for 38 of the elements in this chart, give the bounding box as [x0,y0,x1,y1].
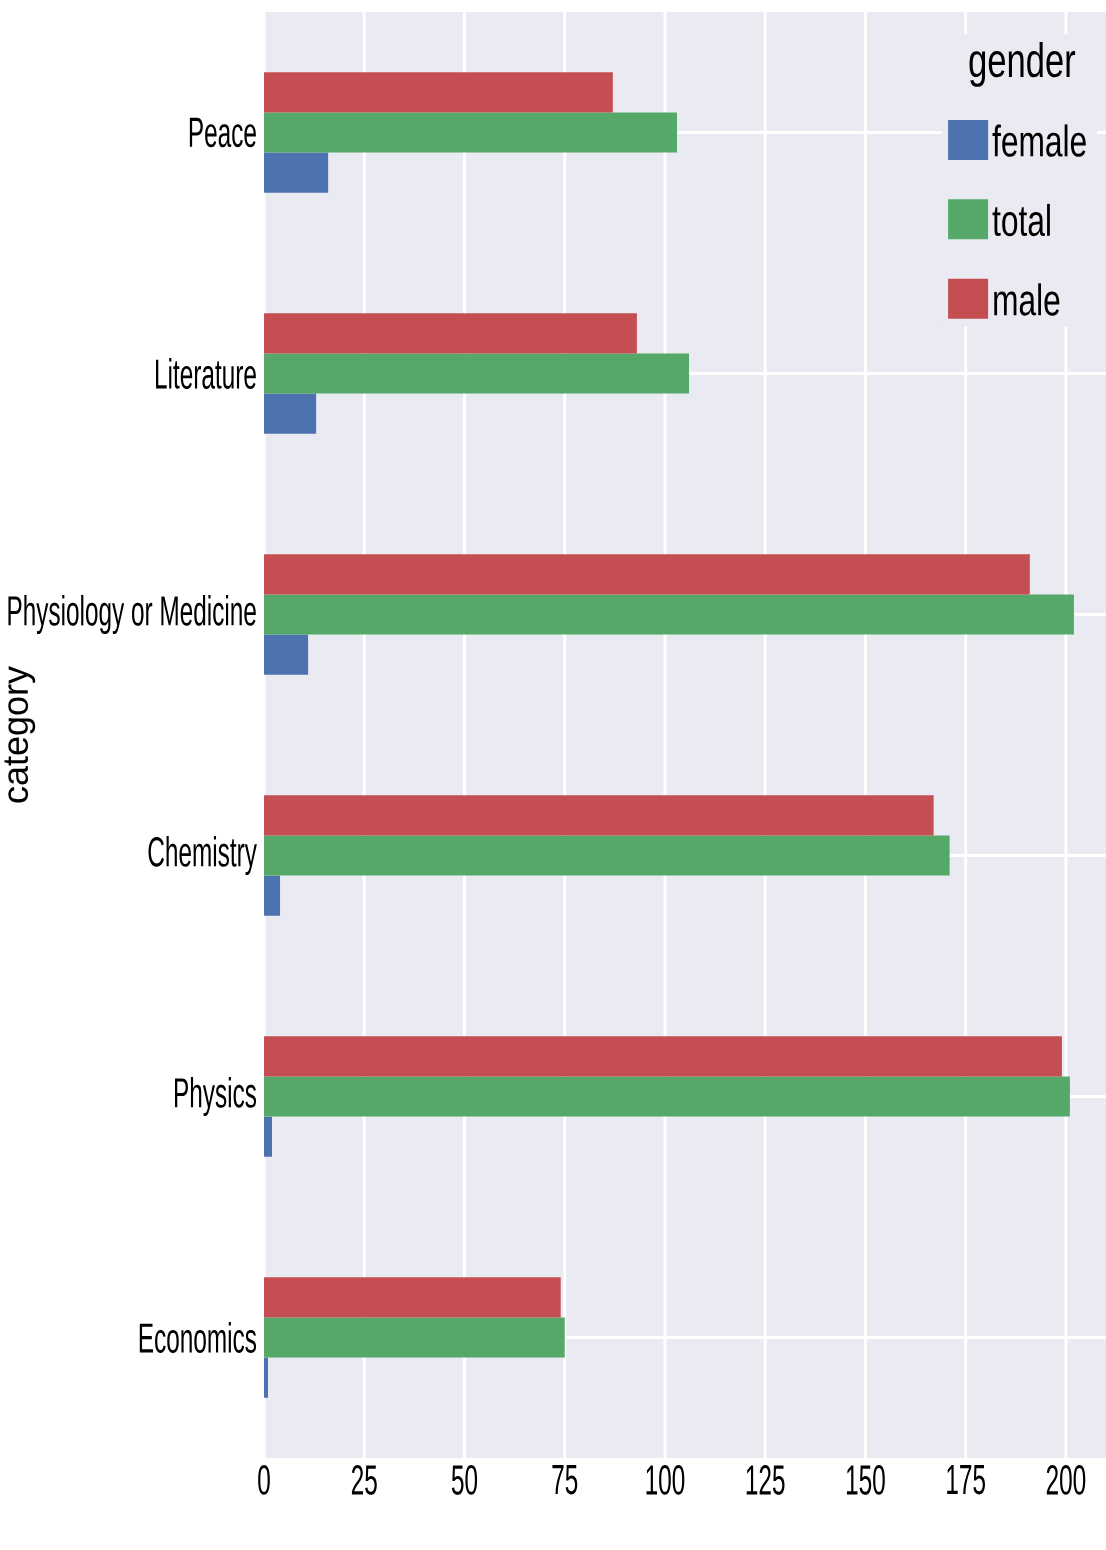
y-tick-label: Physics [175,1076,257,1117]
bar [264,594,1074,635]
x-tick-label: 150 [846,1465,885,1495]
bar [264,313,637,354]
bar [264,1357,269,1398]
x-tick-label: 25 [351,1465,377,1495]
y-tick-label: Literature [156,358,256,389]
bar [264,152,329,193]
bar [264,795,934,836]
x-tick-label: 75 [552,1465,578,1495]
y-tick-label: Economics [139,1322,257,1353]
legend-label: male [994,283,1060,316]
x-tick-label: 125 [746,1465,785,1495]
x-tick-label: 175 [947,1465,985,1495]
bar [264,353,690,394]
bar [264,1116,273,1157]
bar [264,634,309,675]
y-tick-label: Chemistry [148,835,257,876]
x-tick-label: 0 [258,1465,270,1495]
x-tick-label: 200 [1046,1465,1086,1495]
bar [264,1076,1070,1117]
legend-label: total [992,203,1050,237]
y-tick-label: Physiology or Medicine [8,594,256,635]
bar [264,875,281,916]
bar [264,1317,565,1358]
bar [264,554,1030,595]
bar [264,72,613,113]
bar [264,1036,1062,1077]
y-axis-title: category [4,666,36,803]
bar [264,835,950,876]
bar [264,1277,561,1318]
bar [264,393,317,434]
legend-title: gender [969,42,1076,87]
x-tick-label: 50 [451,1465,478,1495]
legend-label: female [992,124,1086,157]
x-tick-label: 100 [646,1465,685,1495]
y-tick-label: Peace [189,117,256,148]
bar [264,112,677,153]
